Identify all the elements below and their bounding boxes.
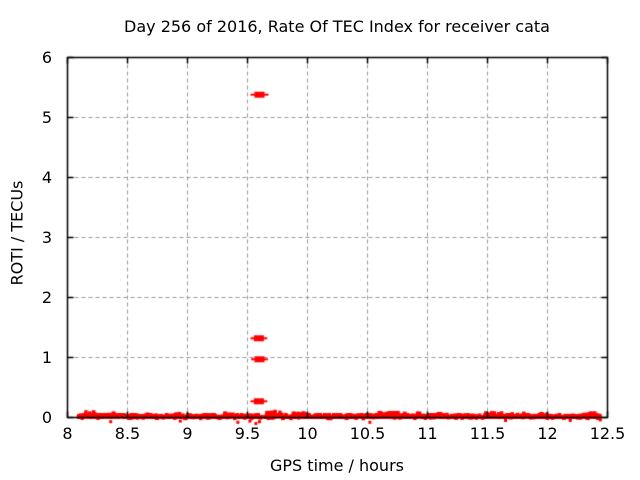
y-tick-label: 6 <box>41 48 52 67</box>
x-tick-label: 8.5 <box>114 424 141 443</box>
y-tick-label: 2 <box>41 288 52 307</box>
x-tick-label: 11 <box>417 424 438 443</box>
x-tick-label: 10 <box>297 424 318 443</box>
y-tick-label: 0 <box>41 408 52 427</box>
y-tick-label: 1 <box>41 348 52 367</box>
x-tick-label: 12.5 <box>589 424 626 443</box>
x-tick-label: 9 <box>182 424 193 443</box>
x-tick-label: 11.5 <box>469 424 506 443</box>
y-tick-label: 3 <box>41 228 52 247</box>
chart-title: Day 256 of 2016, Rate Of TEC Index for r… <box>124 17 550 36</box>
x-tick-label: 12 <box>537 424 558 443</box>
x-tick-label: 8 <box>62 424 73 443</box>
x-axis-label: GPS time / hours <box>270 456 404 475</box>
y-tick-label: 4 <box>41 168 52 187</box>
x-tick-label: 9.5 <box>234 424 261 443</box>
x-tick-label: 10.5 <box>349 424 386 443</box>
y-tick-label: 5 <box>41 108 52 127</box>
